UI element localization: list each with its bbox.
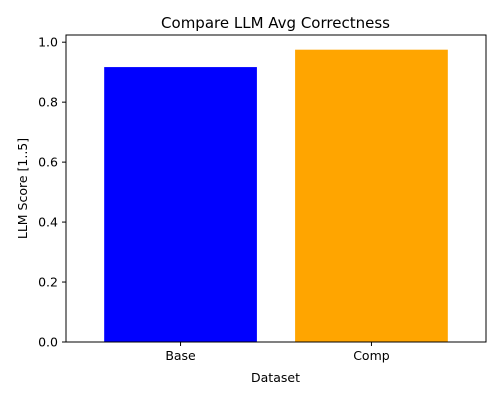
y-axis-ticks: 0.0 0.2 0.4 0.6 0.8 1.0 [38, 35, 66, 350]
x-axis-title: Dataset [251, 370, 300, 385]
bar-comp [295, 49, 448, 342]
chart-title: Compare LLM Avg Correctness [161, 14, 390, 32]
y-tick-label: 0.2 [38, 275, 58, 290]
plot-frame [65, 34, 487, 343]
x-tick-label: Base [165, 348, 196, 363]
y-tick-label: 0.0 [38, 335, 58, 350]
y-axis-title: LLM Score [1..5] [15, 138, 30, 239]
y-tick-label: 0.8 [38, 95, 58, 110]
bar-base [104, 67, 257, 342]
y-tick-label: 0.6 [38, 155, 58, 170]
bars-group [104, 49, 448, 342]
x-axis-ticks: Base Comp [165, 342, 390, 363]
y-tick-label: 0.4 [38, 215, 58, 230]
x-tick-label: Comp [353, 348, 390, 363]
y-tick-label: 1.0 [38, 35, 58, 50]
